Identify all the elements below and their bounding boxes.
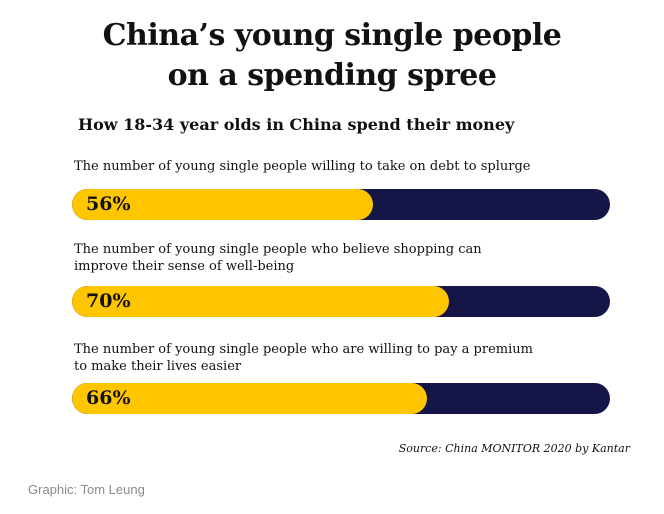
- chart-title-line: on a spending spree: [167, 58, 497, 93]
- bar-label-debt: The number of young single people willin…: [74, 158, 574, 175]
- bar-label-shopping: The number of young single people who be…: [74, 241, 574, 275]
- bar-fill-shopping: [72, 286, 449, 317]
- bar-track-shopping: 70%: [72, 286, 610, 317]
- bar-label-line: The number of young single people who be…: [74, 242, 482, 257]
- bar-track-premium: 66%: [72, 383, 610, 414]
- chart-title-line: China’s young single people: [102, 18, 562, 53]
- bar-value-label-premium: 66%: [86, 387, 131, 409]
- bar-fill-debt: [72, 189, 374, 220]
- chart-title: China’s young single people on a spendin…: [0, 16, 664, 96]
- bar-label-line: The number of young single people willin…: [74, 159, 531, 174]
- bar-track-debt: 56%: [72, 189, 610, 220]
- bar-label-line: improve their sense of well-being: [74, 259, 295, 274]
- source-note: Source: China MONITOR 2020 by Kantar: [398, 442, 630, 455]
- bar-label-line: The number of young single people who ar…: [74, 342, 533, 357]
- bar-value-label-shopping: 70%: [86, 290, 131, 312]
- bar-value-label-debt: 56%: [86, 193, 131, 215]
- graphic-credit: Graphic: Tom Leung: [28, 482, 145, 497]
- bar-label-premium: The number of young single people who ar…: [74, 341, 574, 375]
- bar-fill-premium: [72, 383, 428, 414]
- bar-label-line: to make their lives easier: [74, 359, 242, 374]
- chart-subtitle: How 18-34 year olds in China spend their…: [78, 115, 515, 134]
